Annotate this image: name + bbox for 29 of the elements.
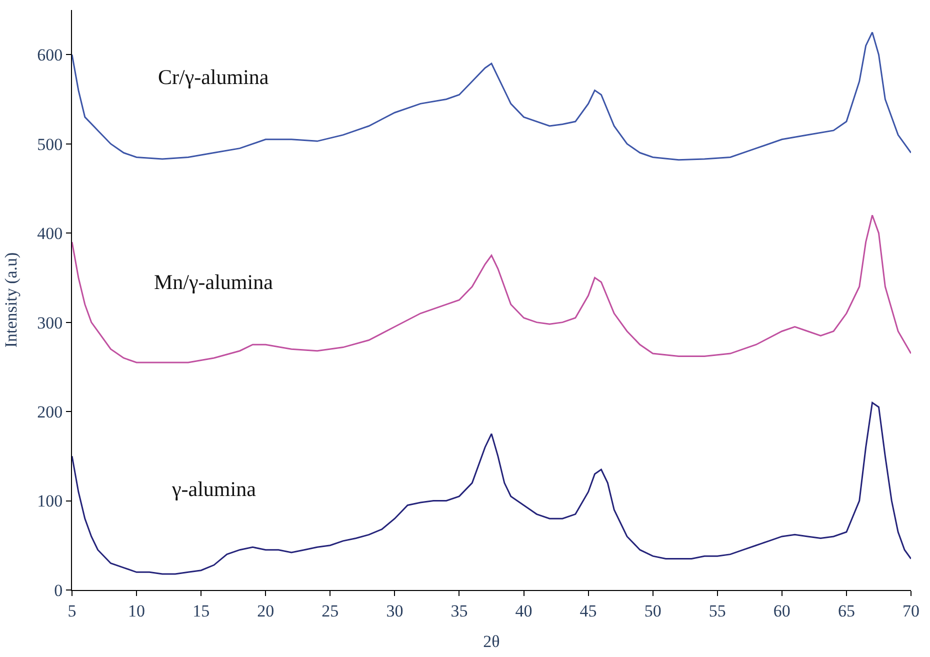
x-tick-label: 10 [128, 601, 146, 620]
y-tick-label: 300 [37, 313, 63, 332]
line-series [72, 402, 911, 575]
x-tick-label: 40 [515, 601, 532, 620]
y-axis-title: Intensity (a.u) [2, 252, 21, 348]
line-series [72, 32, 911, 161]
text: γ-alumina [171, 477, 257, 501]
x-tick-label: 5 [68, 601, 76, 620]
line-series [72, 214, 911, 364]
x-tick-label: 55 [708, 601, 726, 620]
y-tick-label: 200 [37, 402, 63, 422]
x-tick-label: 35 [450, 601, 468, 620]
y-tick-label: 100 [37, 492, 63, 511]
x-tick-label: 20 [257, 601, 274, 620]
x-tick-label: 70 [902, 601, 920, 620]
y-tick-label: 0 [54, 580, 63, 600]
x-tick-label: 45 [580, 601, 597, 620]
x-tick-label: 25 [322, 601, 339, 620]
x-tick-label: 15 [192, 601, 210, 620]
y-tick-label: 600 [37, 46, 63, 65]
x-axis-title: 2θ [483, 632, 500, 651]
y-tick-label: 500 [37, 134, 63, 154]
text: Mn/γ-alumina [154, 270, 274, 294]
x-tick-label: 30 [386, 601, 404, 620]
y-tick-label: 400 [37, 224, 63, 244]
x-tick-label: 65 [838, 601, 855, 620]
x-tick-label: 50 [644, 601, 662, 620]
x-tick-label: 60 [773, 601, 790, 620]
text: Cr/γ-alumina [158, 65, 270, 89]
